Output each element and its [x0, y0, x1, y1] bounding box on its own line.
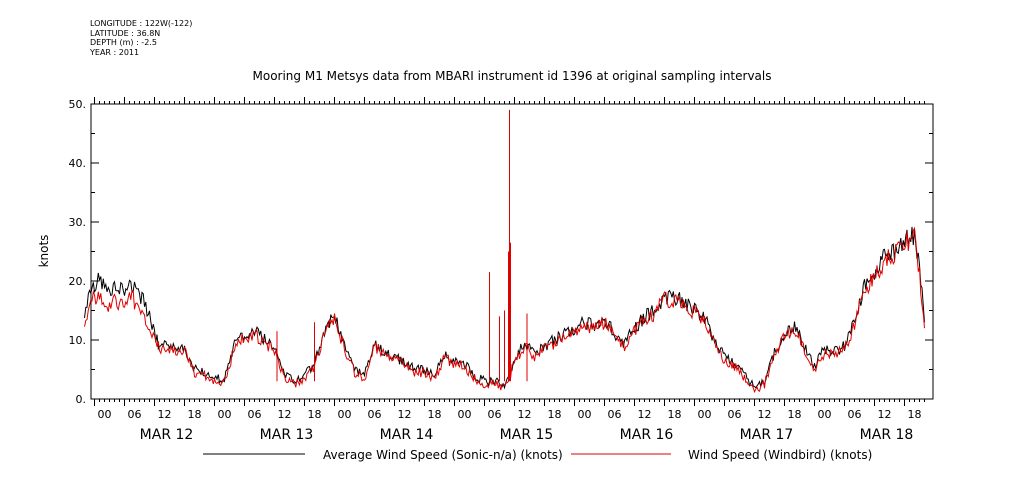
series-line-windbird: [84, 226, 925, 394]
hour-tick-label: 12: [398, 408, 412, 421]
y-tick-label: 0.: [76, 393, 87, 406]
hour-tick-label: 06: [608, 408, 622, 421]
hour-tick-label: 12: [758, 408, 772, 421]
y-tick-label: 30.: [69, 216, 87, 229]
legend-label-average-sonic: Average Wind Speed (Sonic-n/a) (knots): [323, 448, 563, 462]
series-line-average-sonic: [84, 226, 925, 390]
day-label: MAR 18: [860, 427, 914, 443]
chart-title: Mooring M1 Metsys data from MBARI instru…: [253, 69, 772, 83]
day-label: MAR 15: [500, 427, 554, 443]
hour-tick-label: 06: [488, 408, 502, 421]
hour-tick-label: 18: [548, 408, 562, 421]
hour-tick-label: 06: [128, 408, 142, 421]
hour-tick-label: 18: [188, 408, 202, 421]
hour-tick-label: 00: [218, 408, 232, 421]
hour-tick-label: 12: [878, 408, 892, 421]
hour-tick-label: 18: [308, 408, 322, 421]
hour-tick-label: 00: [98, 408, 112, 421]
hour-tick-label: 18: [908, 408, 922, 421]
hour-tick-label: 12: [518, 408, 532, 421]
longitude-label: LONGITUDE : 122W(-122): [90, 19, 193, 28]
metadata-block: LONGITUDE : 122W(-122) LATITUDE : 36.8N …: [90, 19, 192, 57]
y-tick-label: 40.: [69, 157, 87, 170]
depth-label: DEPTH (m) : -2.5: [90, 38, 157, 47]
day-label: MAR 13: [260, 427, 314, 443]
hour-tick-label: 00: [578, 408, 592, 421]
hour-tick-label: 06: [368, 408, 382, 421]
hour-tick-label: 00: [338, 408, 352, 421]
legend-label-windbird: Wind Speed (Windbird) (knots): [688, 448, 872, 462]
y-tick-label: 10.: [69, 334, 87, 347]
hour-tick-label: 12: [278, 408, 292, 421]
day-label: MAR 16: [620, 427, 674, 443]
day-label: MAR 14: [380, 427, 434, 443]
hour-tick-label: 06: [848, 408, 862, 421]
y-axis-label: knots: [37, 235, 51, 268]
hour-tick-label: 12: [158, 408, 172, 421]
hour-tick-label: 18: [788, 408, 802, 421]
hour-tick-label: 00: [458, 408, 472, 421]
hour-tick-label: 12: [638, 408, 652, 421]
hour-tick-label: 06: [728, 408, 742, 421]
hour-tick-label: 00: [818, 408, 832, 421]
hour-tick-label: 00: [698, 408, 712, 421]
year-label: YEAR : 2011: [90, 47, 140, 57]
y-tick-label: 50.: [69, 98, 87, 111]
latitude-label: LATITUDE : 36.8N: [90, 28, 161, 38]
day-label: MAR 17: [740, 427, 794, 443]
hour-tick-label: 18: [668, 408, 682, 421]
day-label: MAR 12: [140, 427, 194, 443]
hour-tick-label: 06: [248, 408, 262, 421]
y-tick-label: 20.: [69, 275, 87, 288]
hour-tick-label: 18: [428, 408, 442, 421]
